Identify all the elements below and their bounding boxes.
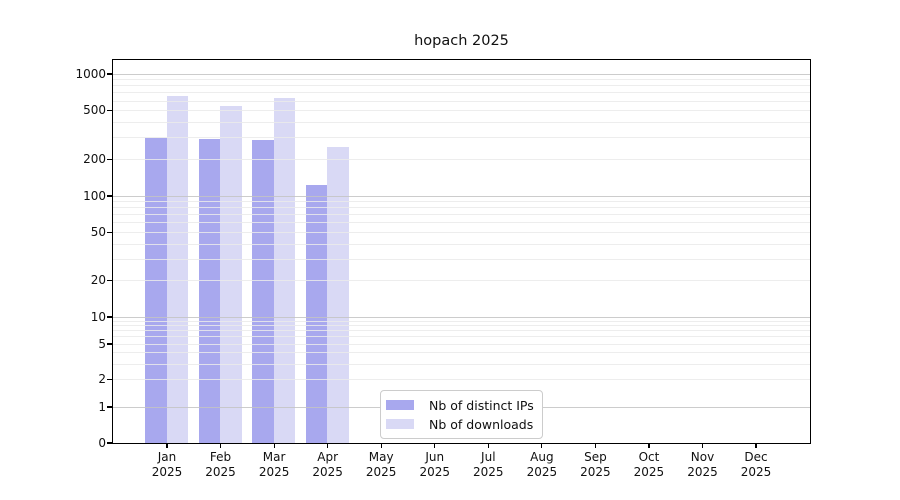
x-tick-mark [487,443,489,448]
minor-gridline [113,207,810,209]
x-tick-label: Aug 2025 [526,450,558,479]
minor-gridline [113,363,810,365]
minor-gridline [113,100,810,102]
legend-row-distinct-ips: Nb of distinct IPs [386,398,542,413]
y-tick-label: 50 [90,224,106,239]
bar-distinct-ips [198,138,221,443]
minor-gridline [113,379,810,381]
bar-distinct-ips [305,184,328,443]
minor-gridline [113,110,810,112]
x-tick-mark [273,443,275,448]
y-tick-mark [107,158,112,160]
y-tick-mark [107,316,112,318]
x-tick-mark [701,443,704,448]
x-tick-label: May 2025 [365,450,397,479]
x-tick-label: Jul 2025 [473,450,504,479]
x-tick-label: Nov 2025 [687,450,718,479]
legend-swatch-distinct-ips [386,400,414,410]
x-tick-mark [541,443,543,448]
minor-gridline [113,85,810,87]
minor-gridline [113,214,810,216]
minor-gridline [113,222,810,224]
y-tick-label: 5 [98,336,106,351]
legend-label-distinct-ips: Nb of distinct IPs [429,397,534,413]
minor-gridline [113,158,810,160]
x-tick-label: Oct 2025 [633,450,665,479]
x-tick-mark [327,443,329,448]
x-tick-label: Jan 2025 [151,450,183,479]
chart-title: hopach 2025 [414,33,509,49]
x-tick-label: Dec 2025 [740,450,772,479]
bar-distinct-ips [252,139,274,443]
minor-gridline [113,92,810,94]
bar-downloads [166,96,188,443]
x-tick-label: Mar 2025 [258,450,290,479]
x-tick-mark [166,443,168,448]
x-tick-label: Feb 2025 [205,450,236,479]
legend: Nb of distinct IPs Nb of downloads [380,390,543,439]
minor-gridline [113,280,810,282]
minor-gridline [113,352,810,354]
y-tick-label: 100 [83,188,106,203]
x-tick-mark [594,443,596,448]
y-tick-label: 10 [90,309,106,324]
y-tick-mark [107,110,112,112]
bar-downloads [220,106,242,443]
major-gridline [113,195,810,197]
bar-downloads [273,98,296,443]
y-tick-label: 2 [98,372,106,387]
legend-swatch-downloads [386,419,414,429]
y-tick-mark [107,343,112,345]
y-tick-mark [107,231,112,233]
x-tick-label: Apr 2025 [312,450,343,479]
minor-gridline [113,137,810,139]
y-tick-mark [107,406,112,408]
minor-gridline [113,79,810,81]
minor-gridline [113,201,810,203]
bar-distinct-ips [145,137,167,443]
x-tick-label: Sep 2025 [580,450,611,479]
minor-gridline [113,325,810,327]
y-tick-label: 1000 [75,66,106,81]
y-tick-mark [107,73,112,75]
y-tick-mark [107,442,112,444]
x-tick-mark [434,443,436,448]
legend-row-downloads: Nb of downloads [386,417,542,432]
x-tick-mark [755,443,757,448]
minor-gridline [113,258,810,260]
y-tick-label: 1 [98,399,106,414]
x-tick-mark [648,443,650,448]
y-tick-label: 0 [98,435,106,450]
minor-gridline [113,330,810,332]
minor-gridline [113,122,810,124]
y-tick-mark [107,379,112,381]
bar-downloads [327,147,349,443]
x-tick-label: Jun 2025 [419,450,451,479]
x-tick-mark [380,443,382,448]
y-tick-mark [107,195,112,197]
major-gridline [113,316,810,318]
y-tick-label: 20 [90,273,106,288]
minor-gridline [113,343,810,345]
minor-gridline [113,336,810,338]
y-tick-label: 200 [83,151,106,166]
minor-gridline [113,320,810,322]
y-tick-label: 500 [83,103,106,118]
minor-gridline [113,243,810,245]
y-tick-mark [107,279,112,282]
x-tick-mark [219,443,222,448]
major-gridline [113,73,810,75]
legend-label-downloads: Nb of downloads [429,416,534,432]
minor-gridline [113,231,810,233]
